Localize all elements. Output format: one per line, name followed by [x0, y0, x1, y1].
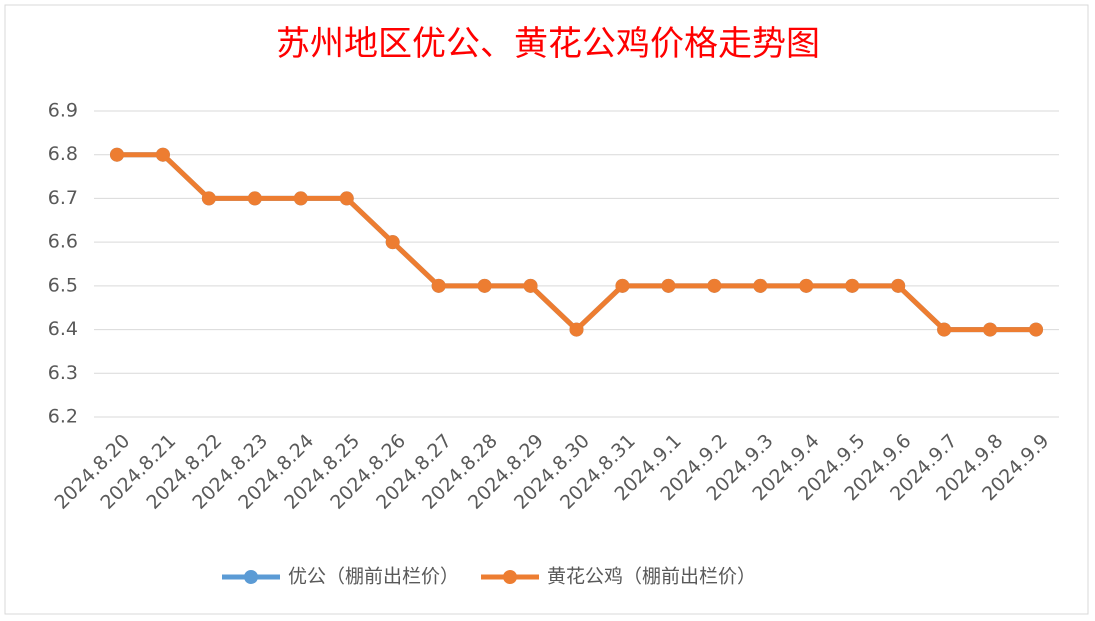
- y-tick-label: 6.5: [48, 274, 78, 296]
- y-tick-label: 6.8: [48, 143, 78, 165]
- point: [753, 278, 768, 293]
- chart-title: 苏州地区优公、黄花公鸡价格走势图: [276, 24, 820, 64]
- point: [707, 278, 722, 293]
- chart-border: [4, 4, 1089, 615]
- point: [339, 191, 354, 206]
- y-tick-label: 6.4: [48, 318, 78, 340]
- point: [799, 278, 814, 293]
- point: [477, 278, 492, 293]
- point: [937, 322, 952, 337]
- point: [247, 191, 262, 206]
- point: [293, 191, 308, 206]
- y-tick-label: 6.2: [48, 406, 78, 428]
- point: [891, 278, 906, 293]
- point: [569, 322, 584, 337]
- point: [615, 278, 630, 293]
- point: [385, 235, 400, 250]
- legend-label: 优公（棚前出栏价）: [288, 566, 459, 588]
- point: [983, 322, 998, 337]
- legend-label: 黄花公鸡（棚前出栏价）: [547, 566, 756, 588]
- point: [845, 278, 860, 293]
- y-tick-label: 6.7: [48, 187, 78, 209]
- y-tick-label: 6.9: [48, 100, 78, 122]
- y-tick-label: 6.6: [48, 231, 78, 253]
- point: [523, 278, 538, 293]
- point: [201, 191, 216, 206]
- point: [155, 147, 170, 162]
- point: [661, 278, 676, 293]
- point: [109, 147, 124, 162]
- y-tick-label: 6.3: [48, 362, 78, 384]
- point: [431, 278, 446, 293]
- legend-marker: [503, 570, 518, 584]
- legend-marker: [244, 570, 258, 584]
- point: [1029, 322, 1044, 337]
